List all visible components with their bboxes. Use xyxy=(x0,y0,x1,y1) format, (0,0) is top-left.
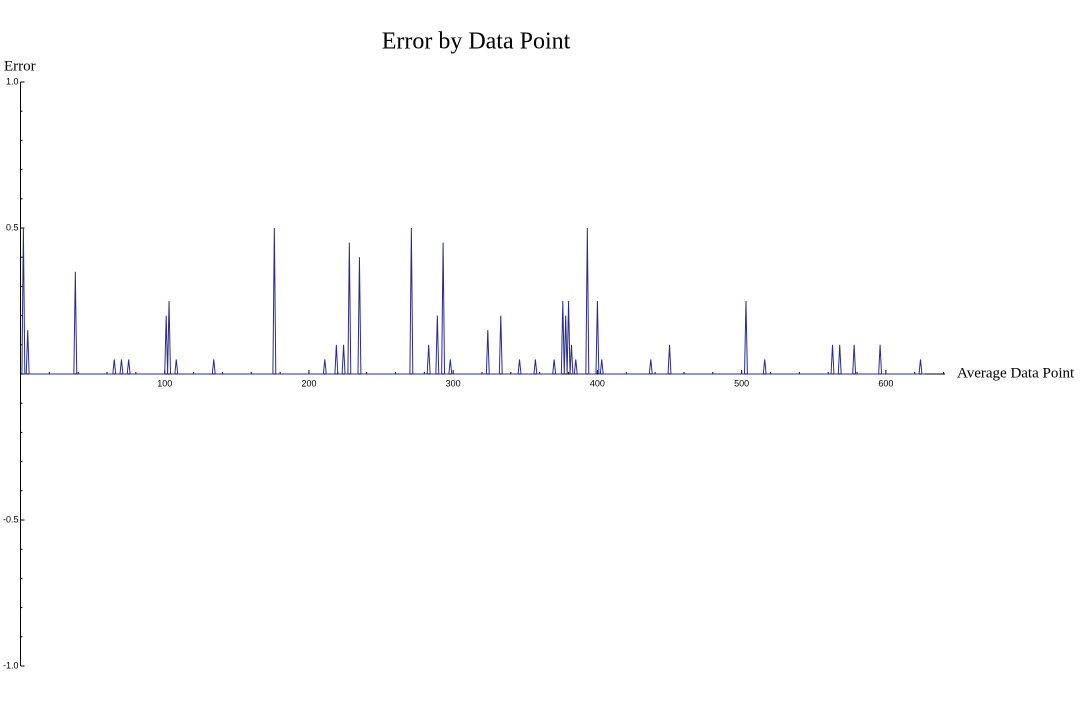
y-tick-label: 1.0 xyxy=(6,76,19,86)
chart-title: Error by Data Point xyxy=(382,29,571,55)
y-tick-label: -1.0 xyxy=(3,660,19,670)
data-line xyxy=(21,227,925,375)
y-axis-label: Error xyxy=(4,58,36,74)
x-tick-label: 500 xyxy=(734,378,749,388)
x-axis-label: Average Data Point xyxy=(957,365,1075,381)
x-tick-label: 200 xyxy=(301,378,316,388)
y-tick-label: 0.5 xyxy=(6,222,19,232)
x-tick-label: 600 xyxy=(878,378,893,388)
x-tick-label: 300 xyxy=(446,378,461,388)
x-tick-label: 100 xyxy=(157,378,172,388)
x-tick-label: 400 xyxy=(590,378,605,388)
y-tick-label: -0.5 xyxy=(3,514,19,524)
